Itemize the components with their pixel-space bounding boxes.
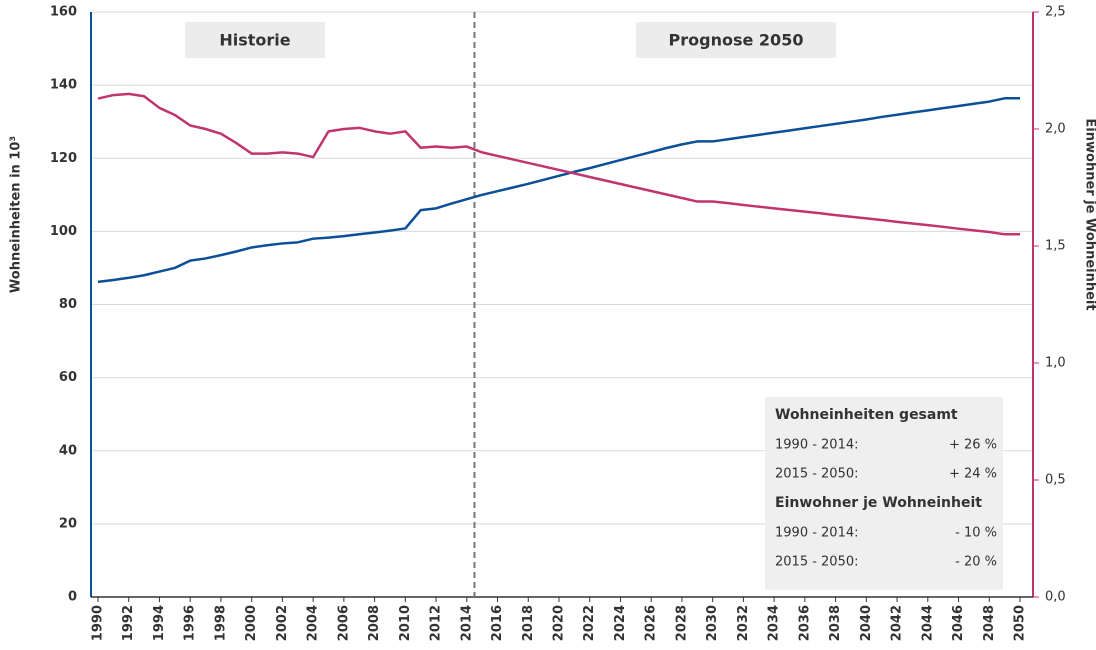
x-tick-label: 2034 xyxy=(767,605,782,641)
x-tick-label: 2040 xyxy=(859,605,874,641)
annotation: Historie xyxy=(219,31,290,50)
y2-tick-label: 1,5 xyxy=(1045,239,1066,254)
y-tick-label: 60 xyxy=(59,370,77,385)
series-line xyxy=(97,97,1020,284)
x-tick-label: 2010 xyxy=(398,605,413,641)
annotation-box xyxy=(185,22,325,58)
info-change: - 20 % xyxy=(955,555,997,570)
x-tick-label: 2024 xyxy=(613,605,628,641)
x-tick-label: 2042 xyxy=(890,605,905,641)
y-tick-label: 160 xyxy=(50,5,77,20)
x-tick-label: 2030 xyxy=(705,605,720,641)
y2-tick-label: 2,5 xyxy=(1045,5,1066,20)
x-tick-label: 1994 xyxy=(152,605,167,641)
y-tick-label: 0 xyxy=(68,590,77,605)
x-tick-label: 2020 xyxy=(552,605,567,641)
info-period: 1990 - 2014: xyxy=(775,438,859,453)
x-tick-label: 1996 xyxy=(183,605,198,641)
y-axis-label: Wohneinheiten in 10³ xyxy=(9,136,24,293)
info-period: 2015 - 2050: xyxy=(775,467,859,482)
y2-axis-label: Einwohner je Wohneinheit xyxy=(1083,118,1096,310)
x-tick-label: 1998 xyxy=(213,605,228,641)
y2-tick-label: 2,0 xyxy=(1045,122,1066,137)
y-tick-label: 80 xyxy=(59,297,77,312)
x-tick-label: 2046 xyxy=(951,605,966,641)
y-tick-label: 140 xyxy=(50,78,77,93)
annotation-box xyxy=(636,22,836,58)
y-tick-label: 20 xyxy=(59,516,77,531)
x-tick-label: 2048 xyxy=(982,605,997,641)
x-tick-label: 2028 xyxy=(674,605,689,641)
info-change: + 26 % xyxy=(949,438,997,453)
annotation: Prognose 2050 xyxy=(669,31,804,50)
info-box xyxy=(765,397,1003,590)
x-tick-label: 2000 xyxy=(244,605,259,641)
info-change: - 10 % xyxy=(955,526,997,541)
y-tick-label: 100 xyxy=(50,224,77,239)
x-tick-label: 1992 xyxy=(121,605,136,641)
x-tick-label: 2014 xyxy=(459,605,474,641)
x-tick-label: 1990 xyxy=(91,605,106,641)
x-tick-label: 2036 xyxy=(797,605,812,641)
y2-tick-label: 1,0 xyxy=(1045,356,1066,371)
x-tick-label: 2012 xyxy=(429,605,444,641)
y-tick-label: 120 xyxy=(50,151,77,166)
x-tick-label: 2006 xyxy=(336,605,351,641)
x-tick-label: 2026 xyxy=(644,605,659,641)
series-line xyxy=(97,92,1020,236)
x-tick-label: 2008 xyxy=(367,605,382,641)
x-tick-label: 2038 xyxy=(828,605,843,641)
info-heading: Wohneinheiten gesamt xyxy=(775,407,958,423)
x-tick-label: 2018 xyxy=(521,605,536,641)
x-tick-label: 2016 xyxy=(490,605,505,641)
y2-tick-label: 0,5 xyxy=(1045,473,1066,488)
info-heading: Einwohner je Wohneinheit xyxy=(775,495,982,511)
x-tick-label: 2004 xyxy=(306,605,321,641)
x-tick-label: 2032 xyxy=(736,605,751,641)
x-tick-label: 2002 xyxy=(275,605,290,641)
info-period: 2015 - 2050: xyxy=(775,555,859,570)
info-period: 1990 - 2014: xyxy=(775,526,859,541)
x-tick-label: 2044 xyxy=(920,605,935,641)
x-tick-label: 2022 xyxy=(582,605,597,641)
x-tick-label: 2050 xyxy=(1013,605,1028,641)
y-tick-label: 40 xyxy=(59,443,77,458)
info-change: + 24 % xyxy=(949,467,997,482)
y2-tick-label: 0,0 xyxy=(1045,590,1066,605)
